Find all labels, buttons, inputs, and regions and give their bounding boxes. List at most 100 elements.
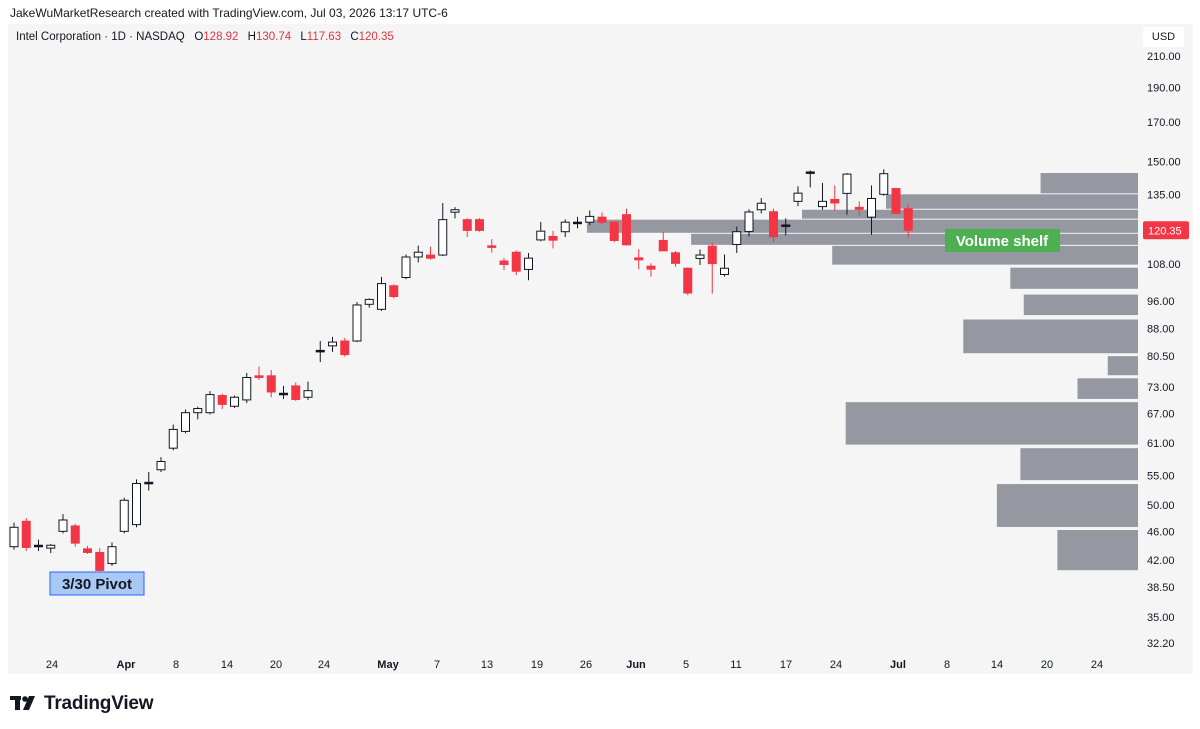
candle-body	[279, 392, 288, 396]
y-axis-tick-label: 190.00	[1147, 82, 1181, 94]
pivot-annotation-text: 3/30 Pivot	[62, 576, 132, 593]
candle-body	[95, 551, 105, 571]
candle-body	[205, 394, 215, 414]
x-axis-tick-label: Jul	[890, 659, 906, 671]
candle-body	[58, 519, 68, 532]
candle-body	[340, 340, 350, 356]
candle-body	[511, 251, 521, 272]
candle-body	[781, 224, 791, 227]
candle-body	[438, 219, 448, 256]
candle-body	[193, 408, 203, 414]
candle-body	[658, 239, 668, 252]
volume-profile-bar	[802, 209, 1138, 219]
candle-body	[132, 482, 141, 526]
candle-body	[266, 375, 276, 393]
y-axis-tick-label: 108.00	[1147, 259, 1181, 271]
y-axis-tick-label: 88.00	[1147, 323, 1175, 335]
x-axis-tick-label: 17	[780, 659, 792, 671]
volume-profile-bar	[691, 233, 1138, 245]
volume-profile-bar	[1057, 529, 1138, 571]
candle-body	[793, 192, 803, 202]
candle-body	[377, 283, 386, 310]
candle-body	[364, 298, 374, 305]
y-axis-tick-label: 150.00	[1147, 156, 1181, 168]
y-axis-tick-label: 32.20	[1147, 638, 1175, 650]
candle-body	[732, 231, 742, 246]
y-axis-tick-label: 96.00	[1147, 296, 1175, 308]
candle-body	[389, 285, 399, 298]
volume-profile-bar	[1020, 448, 1138, 481]
x-axis-tick-label: 24	[46, 659, 58, 671]
volume-profile-bar	[886, 194, 1138, 209]
x-axis-tick-label: 20	[270, 659, 282, 671]
x-axis-tick-label: 8	[944, 659, 950, 671]
candle-body	[622, 214, 631, 246]
ohlc-legend: Intel Corporation · 1D · NASDAQ O128.92 …	[16, 31, 400, 43]
y-axis-tick-label: 210.00	[1147, 51, 1181, 63]
candle-body	[46, 544, 56, 549]
candle-body	[181, 412, 190, 432]
candle-body	[903, 208, 913, 231]
candle-body	[70, 525, 80, 544]
x-axis-tick-label: 7	[434, 659, 440, 671]
x-axis-tick-label: 14	[991, 659, 1003, 671]
candle-body	[21, 520, 31, 548]
volume-profile-bar	[845, 402, 1138, 445]
y-axis-tick-label: 61.00	[1147, 438, 1175, 450]
candle-body	[854, 206, 864, 210]
symbol-info: Intel Corporation · 1D · NASDAQ	[16, 31, 185, 43]
volume-profile-bar	[1010, 267, 1138, 289]
pivot-annotation-box	[49, 571, 145, 596]
candle-body	[107, 546, 117, 565]
low-label: L	[300, 31, 307, 43]
y-axis-tick-label: 42.00	[1147, 555, 1175, 567]
candle-body	[352, 304, 362, 342]
candle-body	[9, 526, 19, 548]
y-axis-tick-label: 170.00	[1147, 117, 1181, 129]
candle-body	[413, 251, 423, 258]
candle-body	[242, 376, 252, 401]
candle-body	[695, 254, 705, 259]
x-axis-tick-label: 20	[1041, 659, 1053, 671]
y-axis-tick-label: 80.50	[1147, 351, 1175, 363]
candle-body	[426, 254, 435, 259]
chart-credit: JakeWuMarketResearch created with Tradin…	[10, 6, 448, 20]
high-label: H	[247, 31, 256, 43]
x-axis-tick-label: 5	[683, 659, 689, 671]
x-axis-tick-label: 13	[481, 659, 493, 671]
y-axis-tick-label: 55.00	[1147, 470, 1175, 482]
x-axis-tick-label: Jun	[626, 659, 646, 671]
tradingview-logo[interactable]: TradingView	[10, 692, 154, 716]
x-axis-tick-label: 14	[221, 659, 233, 671]
candle-body	[254, 375, 264, 378]
candle-body	[462, 219, 472, 231]
close-label: C	[350, 31, 359, 43]
candle-body	[891, 188, 901, 214]
candle-body	[548, 235, 558, 241]
candle-body	[805, 171, 815, 174]
candle-body	[328, 341, 337, 347]
candle-body	[560, 221, 570, 233]
candle-body	[34, 544, 43, 548]
last-price-marker	[1143, 221, 1189, 240]
high-value: 130.74	[255, 31, 292, 43]
candle-body	[842, 173, 852, 194]
tradingview-wordmark: TradingView	[44, 693, 154, 714]
candle-body	[769, 211, 778, 238]
x-axis-tick-label: 26	[580, 659, 592, 671]
candle-body	[744, 211, 754, 232]
candle-body	[585, 215, 595, 223]
y-axis-tick-label: 67.00	[1147, 409, 1175, 421]
x-axis-tick-label: 24	[830, 659, 842, 671]
x-axis-tick-label: 8	[173, 659, 179, 671]
currency-button[interactable]: USD	[1143, 27, 1184, 47]
y-axis-tick-label: 46.00	[1147, 526, 1175, 538]
candle-body	[683, 267, 693, 294]
candle-body	[634, 257, 644, 261]
y-axis-tick-label: 50.00	[1147, 500, 1175, 512]
candle-body	[597, 216, 607, 223]
x-axis-tick-label: 19	[531, 659, 543, 671]
x-axis-tick-label: 11	[730, 659, 741, 671]
volume-profile-bar	[996, 484, 1138, 527]
